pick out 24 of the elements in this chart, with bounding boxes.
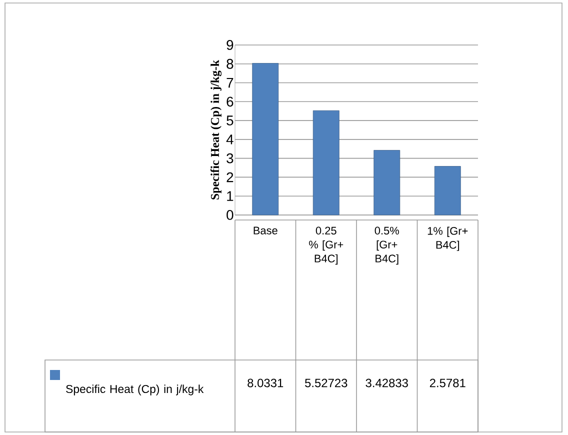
y-tick-label: 9 [226,40,234,50]
x-tick-label: 0.5% [Gr+ B4C] [374,226,399,265]
y-axis-title: Specific Heat (Cp) in j/kg-k [210,60,222,200]
y-tick-label: 2 [226,172,234,182]
y-tick-label: 7 [226,78,234,88]
y-tick-label: 0 [226,210,234,220]
legend-label: Specific Heat (Cp) in j/kg-k [66,384,204,396]
bar [312,110,340,216]
x-tick-label: Base [254,226,278,234]
data-label: 2.5781 [430,378,466,388]
y-tick-label: 4 [226,134,234,144]
data-label: 3.42833 [366,378,408,388]
x-tick-label: 1% [Gr+ B4C] [428,226,468,251]
data-label: 8.0331 [248,378,284,388]
y-tick-label: 3 [226,153,234,164]
y-tick-label: 6 [226,96,234,107]
y-tick-label: 1 [227,191,234,201]
y-tick-label: 8 [226,58,234,69]
y-tick-label: 5 [226,116,234,126]
bar [374,150,400,216]
bar [434,166,461,216]
data-label: 5.52723 [305,378,348,388]
bar [252,63,279,216]
x-tick-label: 0.25 % [Gr+ B4C] [309,226,344,265]
